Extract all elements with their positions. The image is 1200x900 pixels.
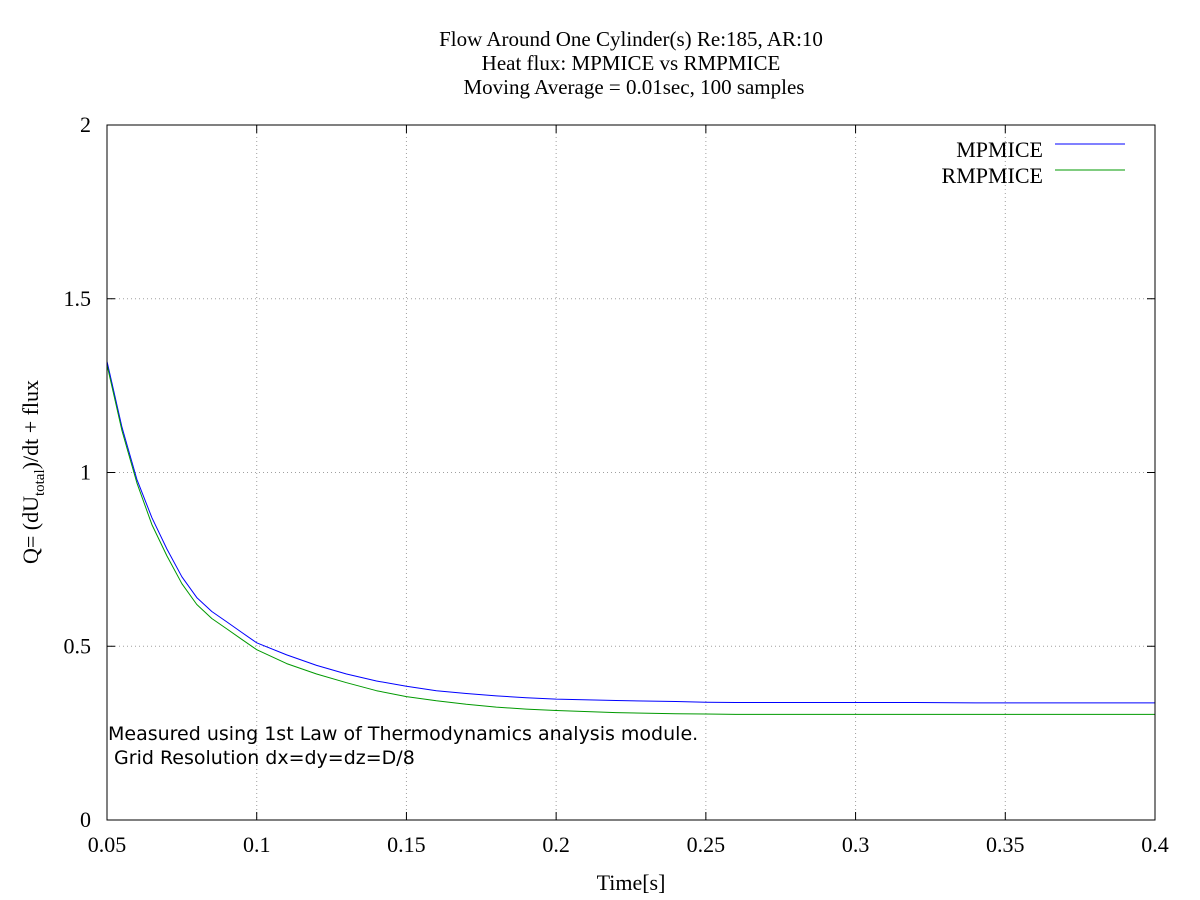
x-tick-label: 0.05 [88,832,127,857]
chart-title-line-3: Moving Average = 0.01sec, 100 samples [464,75,805,99]
plot-frame [106,124,1156,821]
y-tick-label: 0 [80,807,91,832]
annotation: Measured using 1st Law of Thermodynamics… [108,723,698,769]
chart-title-line-2: Heat flux: MPMICE vs RMPMICE [482,51,781,75]
legend-label-mpmice: MPMICE [956,137,1043,162]
grid [107,125,1155,820]
annotation-line-1: Measured using 1st Law of Thermodynamics… [108,723,698,745]
legend-label-rmpmice: RMPMICE [942,163,1043,188]
y-tick-label: 1.5 [64,286,92,311]
x-tick-label: 0.4 [1141,832,1169,857]
axis-ticks: 0.05 0.1 0.15 0.2 0.25 0.3 0.35 0.4 0 0.5 1 1.5 2 [64,112,1169,857]
y-axis-label-suffix: )/dt + flux [18,380,43,469]
x-tick-label: 0.2 [542,832,570,857]
series-line-mpmice [106,361,1155,704]
y-axis-label-prefix: Q= (dU [18,496,43,564]
x-tick-label: 0.25 [687,832,726,857]
y-tick-label: 0.5 [64,633,92,658]
x-tick-label: 0.1 [243,832,271,857]
y-axis-label: Q= (dUtotal)/dt + flux [18,380,48,564]
annotation-line-2: Grid Resolution dx=dy=dz=D/8 [108,747,415,769]
chart-title-line-1: Flow Around One Cylinder(s) Re:185, AR:1… [439,27,823,51]
series-lines [106,361,1155,715]
x-axis-label: Time[s] [597,870,666,895]
x-tick-label: 0.15 [387,832,426,857]
y-tick-label: 2 [80,112,91,137]
series-line-rmpmice [106,364,1155,715]
chart-title: Flow Around One Cylinder(s) Re:185, AR:1… [439,27,823,99]
x-tick-label: 0.3 [842,832,870,857]
y-axis-label-subscript: total [32,469,48,496]
y-tick-label: 1 [80,460,91,485]
x-tick-label: 0.35 [986,832,1025,857]
